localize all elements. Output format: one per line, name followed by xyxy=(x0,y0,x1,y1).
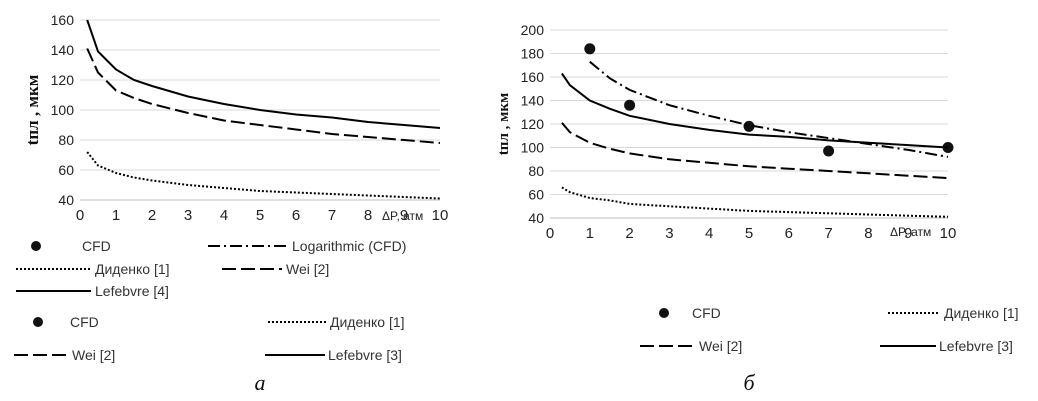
legend-a-bottom: CFD Диденко [1] Wei [2] Lefebvre [3] xyxy=(14,314,405,363)
series-line-dotted xyxy=(86,151,441,200)
y-tick-label: 100 xyxy=(521,140,545,156)
legend-label: Wei [2] xyxy=(72,347,115,363)
x-tick-label: 8 xyxy=(364,207,372,224)
y-tick-label: 120 xyxy=(521,116,545,132)
series-line-dotted xyxy=(561,186,949,218)
series-line-solid xyxy=(86,19,441,129)
data-point-cfd xyxy=(823,145,835,157)
legend-label: Диденко [1] xyxy=(944,305,1019,321)
y-tick-label: 100 xyxy=(51,102,75,118)
x-tick-label: 3 xyxy=(184,207,192,224)
x-tick-label: 7 xyxy=(824,225,832,242)
panel-label: б xyxy=(743,370,755,395)
series-line-dashdot xyxy=(589,60,949,158)
y-tick-label: 40 xyxy=(58,192,74,208)
y-tick-label: 140 xyxy=(521,93,545,109)
y-axis-label: tпл , мкм xyxy=(23,74,42,145)
x-tick-label: 4 xyxy=(220,207,228,224)
legend-label: CFD xyxy=(692,305,721,321)
x-tick-label: 9 xyxy=(400,207,408,224)
x-tick-label: 4 xyxy=(705,225,713,242)
x-tick-label: 6 xyxy=(785,225,793,242)
legend-label: CFD xyxy=(70,314,99,330)
chart-panel-b: 40 60 80 100 120 140 160 180 200 0 1 2 3 4 5 6 7 8 9 10 tпл … xyxy=(496,22,956,395)
data-point-cfd xyxy=(584,43,596,55)
legend-label: Wei [2] xyxy=(286,261,329,277)
x-tick-label: 5 xyxy=(256,207,264,224)
x-tick-label: 10 xyxy=(432,207,449,224)
legend-marker-cfd xyxy=(31,241,41,251)
x-tick-label: 0 xyxy=(546,225,554,242)
y-tick-label: 160 xyxy=(521,69,545,85)
x-tick-label: 5 xyxy=(745,225,753,242)
y-tick-label: 80 xyxy=(58,132,74,148)
panel-label: a xyxy=(255,370,266,395)
x-axis-label: ΔP, атм xyxy=(890,225,931,239)
y-tick-label: 200 xyxy=(521,22,545,38)
legend-b: CFD Диденко [1] Wei [2] Lefebvre [3] xyxy=(640,305,1019,354)
legend-label: Lefebvre [3] xyxy=(328,347,402,363)
legend-label: CFD xyxy=(82,238,111,254)
x-tick-label: 3 xyxy=(665,225,673,242)
y-tick-label: 120 xyxy=(51,72,75,88)
y-tick-label: 40 xyxy=(528,210,544,226)
x-tick-label: 0 xyxy=(76,207,84,224)
x-tick-label: 2 xyxy=(625,225,633,242)
legend-label: Lefebvre [3] xyxy=(939,338,1013,354)
legend-label: Logarithmic (CFD) xyxy=(292,238,406,254)
y-axis-label: tпл , мкм xyxy=(496,93,512,155)
x-tick-label: 1 xyxy=(586,225,594,242)
legend-label: Lefebvre [4] xyxy=(95,283,169,299)
series-line-dashed xyxy=(86,48,441,144)
legend-label: Диденко [1] xyxy=(330,314,405,330)
series-line-dashed xyxy=(561,122,949,180)
legend-a-top: CFD Logarithmic (CFD) Диденко [1] Wei [2] Le… xyxy=(16,238,406,299)
y-tick-label: 60 xyxy=(528,187,544,203)
x-tick-label: 7 xyxy=(328,207,336,224)
legend-label: Wei [2] xyxy=(699,338,742,354)
legend-marker-cfd xyxy=(659,308,669,318)
y-tick-label: 140 xyxy=(51,42,75,58)
x-tick-label: 8 xyxy=(864,225,872,242)
x-tick-label: 2 xyxy=(148,207,156,224)
chart-panel-a: 40 60 80 100 120 140 160 0 1 2 3 4 5 6 7 8 9 10 tпл , мкм Δ… xyxy=(23,12,448,395)
x-tick-label: 10 xyxy=(940,225,957,242)
x-axis-label: ΔP, атм xyxy=(382,209,423,223)
x-tick-label: 6 xyxy=(292,207,300,224)
series-line-solid xyxy=(561,72,949,149)
y-tick-label: 60 xyxy=(58,162,74,178)
legend-label: Диденко [1] xyxy=(95,261,170,277)
y-tick-label: 160 xyxy=(51,12,75,28)
legend-marker-cfd xyxy=(33,317,43,327)
y-tick-label: 180 xyxy=(521,46,545,62)
x-tick-label: 1 xyxy=(112,207,120,224)
data-point-cfd xyxy=(624,99,636,111)
x-tick-label: 9 xyxy=(904,225,912,242)
y-tick-label: 80 xyxy=(528,163,544,179)
